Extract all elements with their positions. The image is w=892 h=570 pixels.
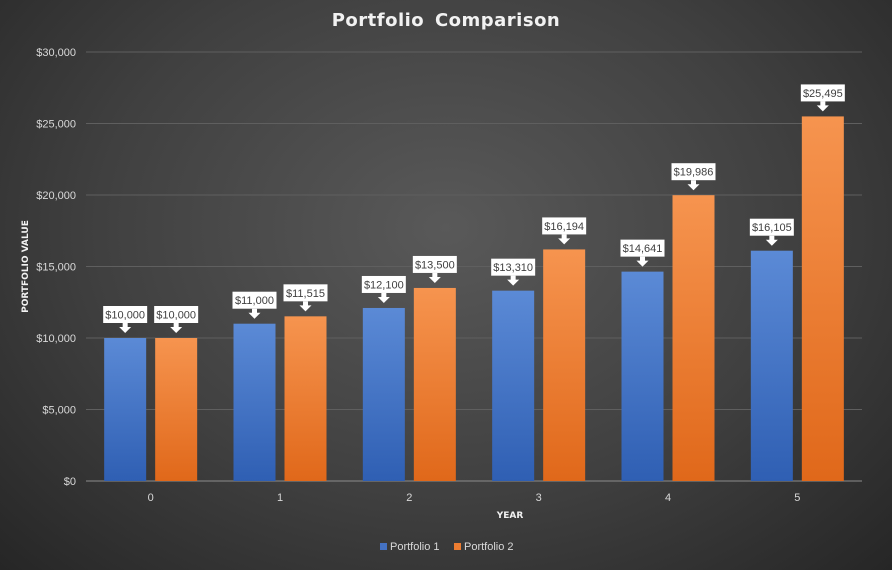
y-tick-label: $0: [64, 476, 76, 488]
data-label-box: [749, 218, 794, 236]
chart-title: Portfolio Comparison: [331, 10, 561, 31]
bar: [621, 271, 664, 481]
data-label-arrow: [299, 301, 312, 312]
y-axis-title: PORTFOLIO VALUE: [21, 220, 31, 313]
x-tick-label: 3: [536, 492, 542, 504]
bar: [543, 249, 586, 481]
data-label: $13,310: [493, 262, 533, 274]
data-label: $25,495: [803, 88, 843, 100]
data-label: $10,000: [105, 310, 145, 322]
data-label: $13,500: [415, 259, 455, 271]
bar: [362, 307, 405, 481]
bar: [750, 250, 793, 481]
data-label-box: [103, 306, 148, 323]
bar: [233, 323, 276, 481]
bar: [104, 338, 147, 481]
data-label: $11,515: [286, 288, 325, 300]
data-label-arrow: [377, 292, 390, 303]
bar: [672, 195, 715, 481]
legend-label: Portfolio 1: [390, 541, 440, 553]
data-label-box: [542, 217, 587, 235]
data-label-arrow: [687, 180, 700, 191]
data-label: $16,105: [752, 222, 792, 234]
y-tick-label: $15,000: [36, 262, 76, 274]
bar: [284, 316, 327, 481]
data-label: $10,000: [156, 310, 196, 322]
data-label-arrow: [248, 308, 261, 319]
y-tick-label: $20,000: [36, 190, 76, 202]
data-label-box: [620, 239, 665, 257]
data-label-arrow: [816, 101, 829, 112]
bar: [801, 116, 844, 481]
data-label: $16,194: [544, 221, 584, 233]
y-tick-label: $5,000: [42, 405, 76, 417]
data-label-box: [671, 163, 716, 181]
legend-label: Portfolio 2: [464, 541, 514, 553]
data-label-arrow: [428, 272, 441, 283]
data-label: $12,100: [364, 279, 404, 291]
data-label-arrow: [765, 235, 778, 246]
legend-swatch: [454, 543, 461, 550]
data-label-box: [154, 306, 199, 323]
data-label-box: [283, 284, 328, 302]
data-label-arrow: [170, 323, 183, 333]
data-label: $19,986: [674, 167, 714, 179]
y-tick-label: $30,000: [36, 47, 76, 59]
data-label-box: [232, 291, 277, 309]
data-label-box: [361, 275, 406, 293]
x-tick-label: 0: [148, 492, 154, 504]
y-tick-label: $10,000: [36, 333, 76, 345]
y-tick-label: $25,000: [36, 119, 76, 131]
bar: [413, 287, 456, 481]
data-label-arrow: [119, 323, 132, 333]
data-label-arrow: [507, 275, 520, 286]
bar: [492, 290, 535, 481]
data-label: $14,641: [623, 243, 663, 255]
x-tick-label: 4: [665, 492, 671, 504]
bar: [155, 338, 198, 481]
data-label-arrow: [558, 234, 571, 245]
data-label-arrow: [636, 256, 649, 267]
x-tick-label: 5: [794, 492, 800, 504]
data-label-box: [491, 258, 536, 276]
x-tick-label: 2: [406, 492, 412, 504]
data-label: $11,000: [235, 295, 274, 307]
legend-swatch: [380, 543, 387, 550]
x-axis-title: YEAR: [496, 511, 524, 521]
data-label-box: [800, 84, 845, 102]
x-tick-label: 1: [277, 492, 283, 504]
data-label-box: [412, 255, 457, 273]
